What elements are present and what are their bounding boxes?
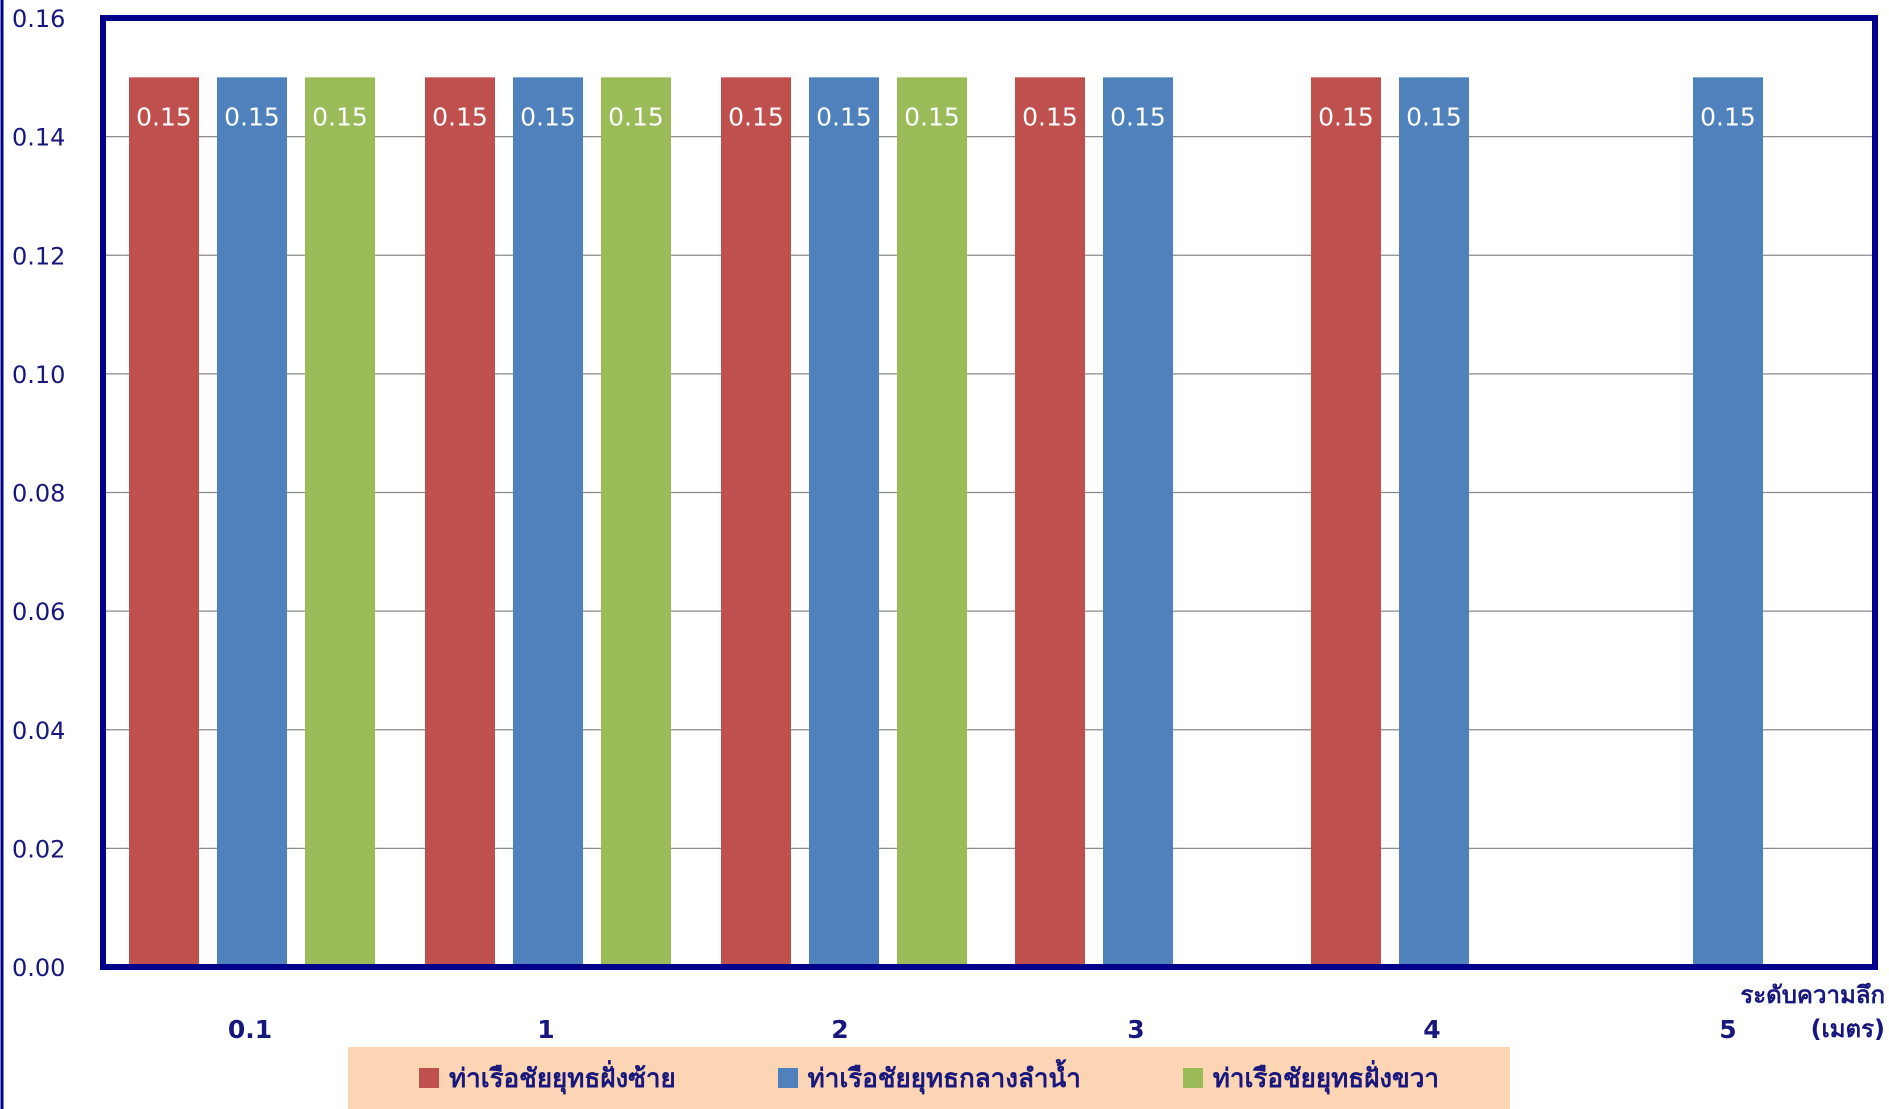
x-tick-label: 2 — [831, 1015, 848, 1044]
y-tick-label: 0.14 — [12, 124, 65, 152]
bar — [513, 77, 583, 967]
legend: ท่าเรือชัยยุทธฝั่งซ้าย ท่าเรือชัยยุทธกลา… — [348, 1047, 1510, 1109]
bar — [721, 77, 791, 967]
y-axis-ticks: 0.00 0.02 0.04 0.06 0.08 0.10 0.12 0.14 0.16 — [12, 5, 65, 982]
data-label: 0.15 — [728, 102, 784, 131]
x-axis-title-line1: ระดับความลึก — [1740, 981, 1885, 1009]
bar — [1399, 77, 1469, 967]
x-axis-title-line2: (เมตร) — [1810, 1015, 1885, 1043]
legend-item-mid-river: ท่าเรือชัยยุทธกลางลำน้ำ — [777, 1058, 1081, 1099]
y-tick-label: 0.02 — [12, 835, 65, 863]
legend-swatch-left-bank — [418, 1068, 439, 1088]
data-label: 0.15 — [224, 102, 280, 131]
data-label: 0.15 — [312, 102, 368, 131]
bar — [1103, 77, 1173, 967]
data-label: 0.15 — [1406, 102, 1462, 131]
bar — [809, 77, 879, 967]
x-tick-label: 5 — [1719, 1015, 1736, 1044]
y-tick-label: 0.16 — [12, 5, 65, 33]
x-tick-label: 0.1 — [228, 1015, 272, 1044]
y-tick-label: 0.10 — [12, 361, 65, 389]
bar — [601, 77, 671, 967]
bar — [1693, 77, 1763, 967]
bar — [425, 77, 495, 967]
data-label: 0.15 — [1110, 102, 1166, 131]
x-tick-label: 4 — [1423, 1015, 1440, 1044]
y-tick-label: 0.06 — [12, 598, 65, 626]
data-label: 0.15 — [136, 102, 192, 131]
legend-item-right-bank: ท่าเรือชัยยุทธฝั่งขวา — [1182, 1058, 1440, 1099]
y-tick-label: 0.08 — [12, 480, 65, 508]
bar — [129, 77, 199, 967]
bar — [897, 77, 967, 967]
plot-area-frame — [100, 15, 1878, 970]
x-tick-label: 3 — [1127, 1015, 1144, 1044]
data-label: 0.15 — [1318, 102, 1374, 131]
bar — [305, 77, 375, 967]
x-axis-ticks: 0.1 1 2 3 4 5 — [228, 1015, 1737, 1044]
legend-label-mid-river: ท่าเรือชัยยุทธกลางลำน้ำ — [807, 1063, 1081, 1094]
y-tick-label: 0.12 — [12, 242, 65, 270]
data-label: 0.15 — [904, 102, 960, 131]
data-labels: 0.15 0.15 0.15 0.15 0.15 0.15 0.15 0.15 0.15 0.15… — [136, 102, 1756, 131]
bars — [129, 77, 1763, 967]
y-tick-label: 0.04 — [12, 717, 65, 745]
legend-item-left-bank: ท่าเรือชัยยุทธฝั่งซ้าย — [418, 1058, 676, 1099]
y-tick-label: 0.00 — [12, 954, 65, 982]
data-label: 0.15 — [1700, 102, 1756, 131]
bar — [217, 77, 287, 967]
legend-swatch-right-bank — [1182, 1068, 1203, 1088]
data-label: 0.15 — [1022, 102, 1078, 131]
data-label: 0.15 — [608, 102, 664, 131]
bar — [1311, 77, 1381, 967]
x-axis-title: ระดับความลึก (เมตร) — [1740, 978, 1885, 1046]
legend-swatch-mid-river — [777, 1068, 798, 1088]
data-label: 0.15 — [520, 102, 576, 131]
x-tick-label: 1 — [537, 1015, 554, 1044]
legend-label-left-bank: ท่าเรือชัยยุทธฝั่งซ้าย — [448, 1063, 676, 1094]
bar — [1015, 77, 1085, 967]
data-label: 0.15 — [816, 102, 872, 131]
data-label: 0.15 — [432, 102, 488, 131]
legend-label-right-bank: ท่าเรือชัยยุทธฝั่งขวา — [1212, 1063, 1440, 1094]
